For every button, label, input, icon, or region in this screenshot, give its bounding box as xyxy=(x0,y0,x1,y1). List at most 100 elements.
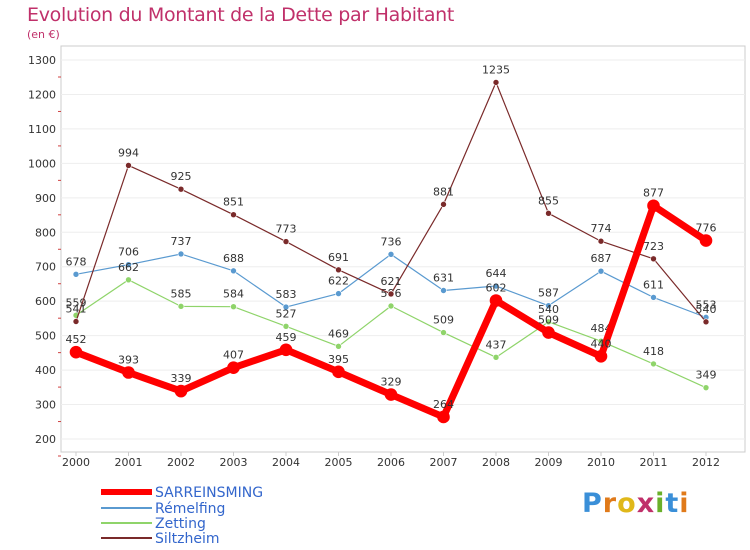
data-label: 687 xyxy=(591,252,612,265)
legend-label: SARREINSMING xyxy=(155,485,263,501)
y-tick-label: 200 xyxy=(35,433,56,446)
x-tick-label: 2004 xyxy=(272,456,300,469)
data-point xyxy=(650,360,657,368)
y-tick-label: 900 xyxy=(35,192,56,205)
data-point xyxy=(545,210,552,217)
data-label: 418 xyxy=(643,345,664,358)
data-point xyxy=(279,343,293,357)
data-point xyxy=(125,276,132,284)
chart-title: Evolution du Montant de la Dette par Hab… xyxy=(27,4,455,26)
data-point xyxy=(335,290,342,297)
y-tick-label: 600 xyxy=(35,295,56,308)
data-label: 339 xyxy=(171,372,192,385)
data-label: 851 xyxy=(223,196,244,209)
data-point xyxy=(174,384,188,398)
data-label: 773 xyxy=(276,223,297,236)
data-point xyxy=(282,303,290,311)
data-point xyxy=(177,185,185,193)
data-label: 621 xyxy=(381,275,402,288)
legend-item: Siltzheim xyxy=(101,531,220,547)
data-label: 395 xyxy=(328,353,349,366)
x-tick-label: 2010 xyxy=(587,456,615,469)
data-point xyxy=(227,361,240,374)
y-tick-label: 500 xyxy=(35,330,56,343)
data-point xyxy=(125,261,132,268)
data-label: 540 xyxy=(538,303,559,316)
data-label: 881 xyxy=(433,185,454,198)
data-label: 329 xyxy=(381,376,402,389)
data-label: 925 xyxy=(171,170,192,183)
data-point xyxy=(440,329,447,336)
legend-item: SARREINSMING xyxy=(101,485,263,501)
x-tick-label: 2007 xyxy=(430,456,458,469)
data-point xyxy=(650,294,657,301)
data-label: 585 xyxy=(171,287,192,300)
y-tick-label: 1200 xyxy=(28,88,56,101)
data-point xyxy=(492,79,500,86)
data-label: 776 xyxy=(696,222,717,235)
data-label: 723 xyxy=(643,240,664,253)
data-label: 349 xyxy=(696,369,717,382)
x-tick-label: 2008 xyxy=(482,456,510,469)
x-tick-label: 2011 xyxy=(640,456,668,469)
data-point xyxy=(647,199,660,213)
data-label: 540 xyxy=(696,303,717,316)
x-tick-label: 2012 xyxy=(692,456,720,469)
data-point xyxy=(177,303,185,310)
data-point xyxy=(650,255,657,263)
y-tick-label: 1300 xyxy=(28,54,56,67)
data-label: 631 xyxy=(433,272,454,285)
data-point xyxy=(437,410,450,424)
data-point xyxy=(387,302,395,310)
series-zetting: 559662585584527469586509437540484418349 xyxy=(66,261,717,391)
data-point xyxy=(387,290,395,298)
data-point xyxy=(702,384,710,391)
legend-label: Zetting xyxy=(155,516,206,532)
data-label: 737 xyxy=(171,235,192,248)
data-point xyxy=(122,366,135,379)
legend-item: Zetting xyxy=(101,516,206,532)
data-point xyxy=(387,251,395,258)
data-point xyxy=(332,365,345,379)
legend-item: Rémelfing xyxy=(101,501,225,517)
data-point xyxy=(702,318,710,326)
chart-subtitle: (en €) xyxy=(27,28,60,41)
series-siltzheim: 541 994 925 851 773 691 621 881 1235 855 774 723 540 xyxy=(66,63,717,326)
x-tick-label: 2002 xyxy=(167,456,195,469)
data-label: 644 xyxy=(486,267,507,280)
data-label: 469 xyxy=(328,327,349,340)
data-point xyxy=(282,238,290,245)
x-tick-label: 2003 xyxy=(220,456,248,469)
x-tick-label: 2005 xyxy=(325,456,353,469)
data-point xyxy=(440,201,447,208)
data-point xyxy=(230,267,237,275)
data-label: 393 xyxy=(118,354,139,367)
data-point xyxy=(489,294,503,307)
data-point xyxy=(282,323,290,330)
x-tick-label: 2006 xyxy=(377,456,405,469)
data-label: 994 xyxy=(118,146,139,159)
data-point xyxy=(230,211,237,219)
data-label: 527 xyxy=(276,307,297,320)
y-tick-label: 1100 xyxy=(28,123,56,136)
data-point xyxy=(335,266,342,274)
data-point xyxy=(125,162,132,169)
y-tick-label: 400 xyxy=(35,364,56,377)
data-point xyxy=(594,350,608,363)
data-label: 437 xyxy=(486,338,507,351)
data-label: 877 xyxy=(643,187,664,200)
data-label: 736 xyxy=(381,235,402,248)
data-label: 407 xyxy=(223,349,244,362)
data-label: 452 xyxy=(66,333,87,346)
data-label: 622 xyxy=(328,275,349,288)
data-label: 459 xyxy=(276,331,297,344)
data-point xyxy=(492,354,500,361)
data-label: 509 xyxy=(433,314,454,327)
data-label: 583 xyxy=(276,288,297,301)
data-label: 587 xyxy=(538,287,559,300)
data-point xyxy=(597,237,605,245)
data-label: 611 xyxy=(643,278,664,291)
data-point xyxy=(72,271,80,278)
data-label: 678 xyxy=(66,255,87,268)
